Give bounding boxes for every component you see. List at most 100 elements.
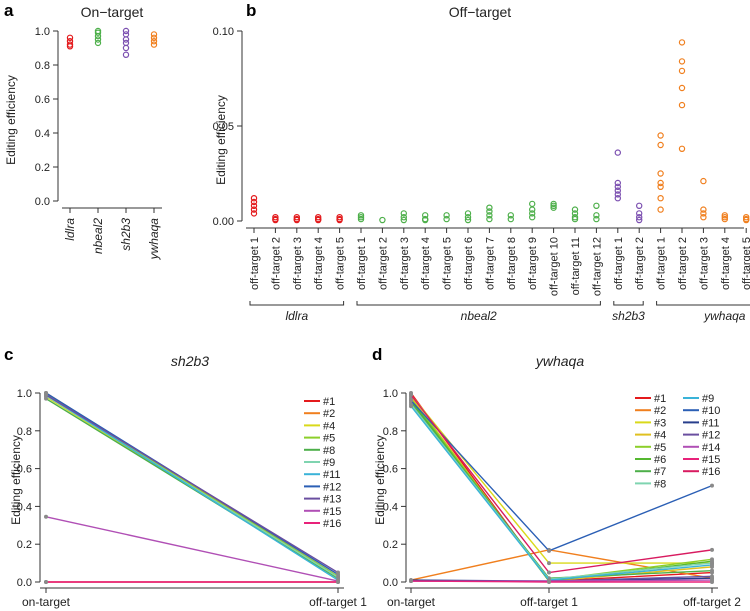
data-point-b [507, 215, 514, 223]
data-point-b [357, 212, 365, 219]
panel-letter-d: d [372, 345, 382, 364]
data-point-b [614, 194, 622, 202]
data-point-b [700, 213, 707, 221]
data-point-b [657, 194, 664, 202]
group-label-b: ywhaqa [703, 309, 746, 323]
data-point-a [94, 36, 102, 43]
data-point-b [571, 215, 579, 223]
data-point-b [593, 215, 600, 223]
data-point-d [409, 404, 413, 409]
data-point-b [464, 216, 472, 224]
data-point-b [336, 216, 343, 224]
data-point-a [122, 31, 130, 38]
data-point-b [507, 212, 514, 219]
x-tick-label-a: ldlra [63, 218, 77, 241]
group-bracket-b [656, 301, 750, 306]
x-tick-label-d: on-target [387, 595, 436, 609]
x-tick-label-b: off-target 3 [292, 237, 304, 290]
x-tick-label-b: off-target 5 [741, 237, 750, 290]
data-point-b [721, 212, 729, 219]
y-tick-label-d: 0.0 [383, 577, 398, 589]
series-line-c [45, 394, 339, 581]
data-point-d [409, 392, 413, 397]
data-point-a [94, 32, 102, 40]
data-point-b [743, 216, 750, 224]
data-point-b [678, 67, 686, 75]
x-tick-label-a: ywhaqa [147, 218, 161, 261]
group-bracket-b [356, 301, 601, 306]
x-tick-label-b: off-target 1 [613, 237, 625, 290]
x-tick-label-b: off-target 1 [356, 237, 368, 290]
x-tick-label-b: off-target 5 [335, 237, 347, 290]
data-point-b [700, 206, 707, 213]
y-tick-label-d: 0.6 [383, 464, 398, 476]
data-point-b [657, 183, 664, 190]
data-point-b [657, 206, 664, 213]
data-point-b [678, 84, 686, 92]
data-point-b [636, 213, 643, 221]
data-point-b [443, 215, 450, 223]
legend-label-d: #9 [702, 393, 714, 405]
y-tick-label-a: 0.2 [35, 162, 50, 174]
x-tick-label-b: off-target 8 [506, 237, 518, 290]
data-point-a [122, 44, 130, 52]
x-tick-label-b: off-target 9 [527, 237, 539, 290]
series-line-d [410, 392, 713, 582]
data-point-b [700, 177, 707, 185]
series-line-d [410, 400, 713, 552]
data-point-b [529, 210, 536, 217]
data-point-b [614, 191, 622, 198]
data-point-b [464, 210, 472, 217]
data-point-b [593, 202, 600, 209]
data-point-b [250, 202, 258, 209]
data-point-b [636, 202, 643, 209]
data-point-d [409, 398, 413, 403]
data-point-b [293, 213, 300, 221]
y-tick-label-b: 0.00 [213, 216, 234, 228]
series-line-d [410, 403, 713, 580]
series-line-d [410, 405, 713, 581]
data-point-b [529, 200, 536, 208]
data-point-a [66, 34, 74, 42]
data-point-b [250, 206, 258, 213]
title-d: ywhaqa [535, 353, 584, 369]
data-point-b [486, 212, 493, 219]
data-point-a [150, 38, 158, 45]
y-tick-label-d: 1.0 [383, 388, 398, 400]
data-point-b [400, 210, 407, 217]
y-tick-label-a: 0.4 [35, 128, 50, 140]
x-tick-label-b: off-target 3 [399, 237, 411, 290]
data-point-d [547, 561, 551, 566]
x-tick-label-b: off-target 3 [698, 237, 710, 290]
y-tick-label-c: 1.0 [17, 388, 32, 400]
data-point-b [422, 216, 429, 224]
group-label-b: ldlra [285, 309, 308, 323]
data-point-b [550, 202, 557, 209]
data-point-d [710, 568, 714, 573]
x-tick-label-b: off-target 2 [377, 237, 389, 290]
panel-letter-c: c [4, 345, 13, 364]
legend-label-d: #8 [654, 478, 666, 490]
y-tick-label-a: 0.8 [35, 60, 50, 72]
data-point-b [614, 149, 622, 156]
x-tick-label-b: off-target 2 [634, 237, 646, 290]
x-tick-label-b: off-target 4 [720, 237, 732, 290]
data-point-b [400, 213, 407, 221]
data-point-d [409, 579, 413, 584]
x-tick-label-a: sh2b3 [119, 218, 133, 251]
ylabel-c: Editing efficiency [9, 435, 23, 525]
data-point-b [486, 204, 493, 211]
x-tick-label-c: off-target 1 [309, 595, 367, 609]
legend-label-d: #1 [654, 393, 666, 405]
data-point-b [250, 210, 258, 217]
series-line-c [45, 516, 339, 582]
title-b: Off−target [449, 4, 512, 20]
chart-b: 0.00 0.05 0.10 off-target 1 off-target 2 off-… [213, 26, 750, 323]
legend-label-c: #1 [323, 396, 335, 408]
data-point-b [529, 213, 536, 221]
data-point-b [678, 101, 686, 109]
x-tick-label-b: off-target 2 [270, 237, 282, 290]
legend-label-d: #7 [654, 466, 666, 478]
y-tick-label-c: 0.6 [17, 464, 32, 476]
